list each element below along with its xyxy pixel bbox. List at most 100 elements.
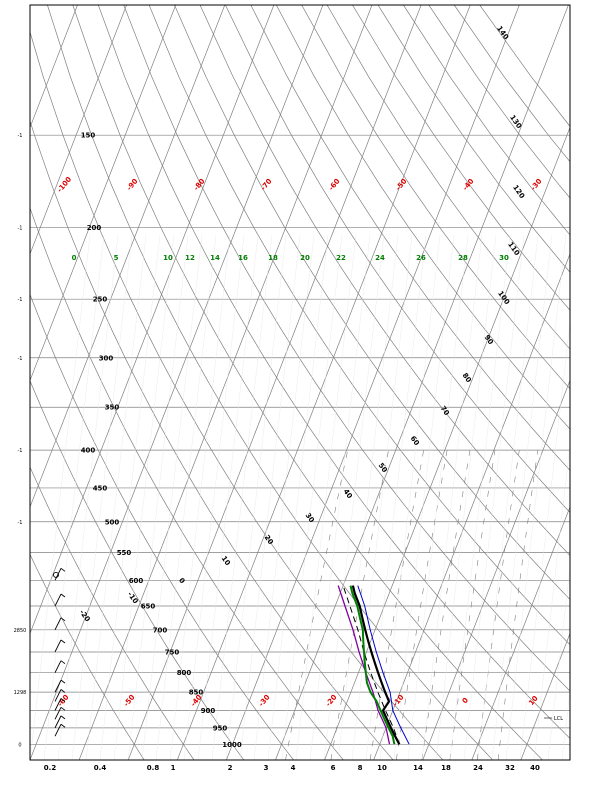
wind-barb [54, 679, 66, 693]
moist-adiabat-line [576, 235, 600, 760]
dry-adiabat-label: 120 [511, 184, 526, 201]
isotherm-label: -80 [192, 177, 206, 192]
mixing-ratio-label: 26 [416, 254, 426, 262]
dry-adiabat-line [72, 5, 543, 760]
dry-adiabat-label: -10 [126, 590, 140, 605]
height-label: -1 [18, 297, 23, 303]
isotherm-line [30, 5, 226, 508]
moist-adiabat-line [169, 234, 231, 760]
bottom-tick-label: 0.8 [147, 764, 160, 772]
pressure-label: 450 [93, 484, 108, 492]
bottom-tick-label: 18 [441, 764, 451, 772]
moist-adiabat-line [43, 234, 105, 760]
barb-staff [54, 639, 62, 653]
isotherm-line [30, 5, 324, 760]
pressure-label: 350 [105, 404, 120, 412]
pressure-label: 650 [141, 603, 156, 611]
parcel-trace-line [342, 585, 400, 745]
wind-barb [54, 567, 66, 581]
moist-adiabat-line [57, 234, 119, 760]
height-label: -1 [18, 520, 23, 526]
mixing-ratio-label: 20 [300, 254, 310, 262]
moist-adiabat-line [85, 234, 147, 760]
isotherm-line [226, 5, 520, 760]
dry-adiabat-line [377, 5, 570, 273]
isotherm-line [30, 5, 78, 129]
dry-adiabat-line [30, 119, 394, 760]
barb-flag [60, 567, 66, 572]
height-label: -1 [18, 133, 23, 139]
barb-flag [60, 715, 66, 720]
moist-adiabat-line [449, 234, 511, 760]
isotherm-label: 10 [527, 694, 539, 707]
moist-adiabat-line [253, 234, 315, 760]
barb-flag [60, 689, 66, 693]
pressure-label: 300 [99, 354, 114, 362]
dry-adiabat-line [326, 5, 570, 350]
dry-adiabat-label: 30 [304, 512, 316, 525]
dry-adiabat-line [352, 5, 570, 311]
dry-adiabat-line [250, 5, 570, 471]
ensemble-profile-line [337, 585, 391, 745]
sounding-profiles [337, 585, 410, 745]
wind-barb [54, 706, 66, 720]
isotherm-label: -30 [529, 177, 543, 192]
dry-adiabat-line [403, 5, 570, 236]
pressure-label: 900 [201, 707, 216, 715]
dry-adiabat-line [47, 5, 493, 760]
isotherm-label: -10 [391, 693, 405, 708]
moist-adiabat-line [533, 443, 570, 760]
isotherm-label: -90 [125, 177, 139, 192]
dry-adiabat-label: 140 [495, 25, 510, 42]
isotherm-line [30, 5, 127, 255]
lcl-label: LCL [554, 716, 563, 722]
barb-flag [60, 617, 66, 622]
moist-adiabat-line [547, 565, 570, 760]
isotherm-label: -70 [259, 177, 273, 192]
barb-flag [60, 660, 66, 665]
mixing-ratio-label: 28 [458, 254, 468, 262]
bottom-tick-label: 0.4 [94, 764, 107, 772]
plot-frame [29, 4, 571, 761]
axis-labels: 1502002503003504004505005506006507007508… [14, 25, 564, 772]
calm-wind-circle [53, 571, 59, 578]
moist-adiabat-line [323, 234, 385, 760]
dewpoint-profile-line [349, 585, 396, 745]
isotherm-line [471, 505, 570, 760]
dry-adiabat-line [30, 466, 195, 760]
barb-staff [54, 679, 62, 693]
barb-staff [54, 715, 62, 729]
moist-adiabat-line [365, 234, 427, 760]
bottom-tick-label: 2 [228, 764, 233, 772]
bottom-tick-label: 4 [291, 764, 296, 772]
wind-barb [54, 617, 66, 631]
wind-barb [54, 689, 66, 702]
moist-adiabat-line [519, 320, 570, 760]
wind-barb [54, 698, 66, 711]
dry-adiabat-label: 40 [342, 488, 354, 501]
mixing-ratio-label: 24 [375, 254, 385, 262]
dry-adiabat-line [301, 5, 570, 390]
barb-flag [60, 698, 66, 702]
moist-adiabat-line [379, 234, 441, 760]
moist-adiabat-line [393, 234, 455, 760]
moist-adiabat-line [337, 234, 399, 760]
pressure-label: 400 [81, 447, 96, 455]
dry-adiabat-line [30, 30, 444, 760]
moist-adiabat-line [421, 234, 483, 760]
isotherm-label: -50 [122, 693, 136, 708]
pressure-label: 500 [105, 518, 120, 526]
pressure-label: 550 [117, 549, 132, 557]
moist-adiabat-line [239, 234, 301, 760]
isotherm-line [422, 379, 570, 760]
height-label: -1 [18, 356, 23, 362]
isotherm-label: -30 [257, 693, 271, 708]
moist-adiabat-line [281, 234, 343, 760]
barb-staff [54, 707, 62, 720]
dry-adiabat-line [275, 5, 570, 430]
isotherm-label: -100 [56, 175, 73, 194]
mixing-ratio-line [396, 450, 448, 760]
wind-barb [54, 715, 66, 729]
pressure-label: 150 [81, 132, 96, 140]
